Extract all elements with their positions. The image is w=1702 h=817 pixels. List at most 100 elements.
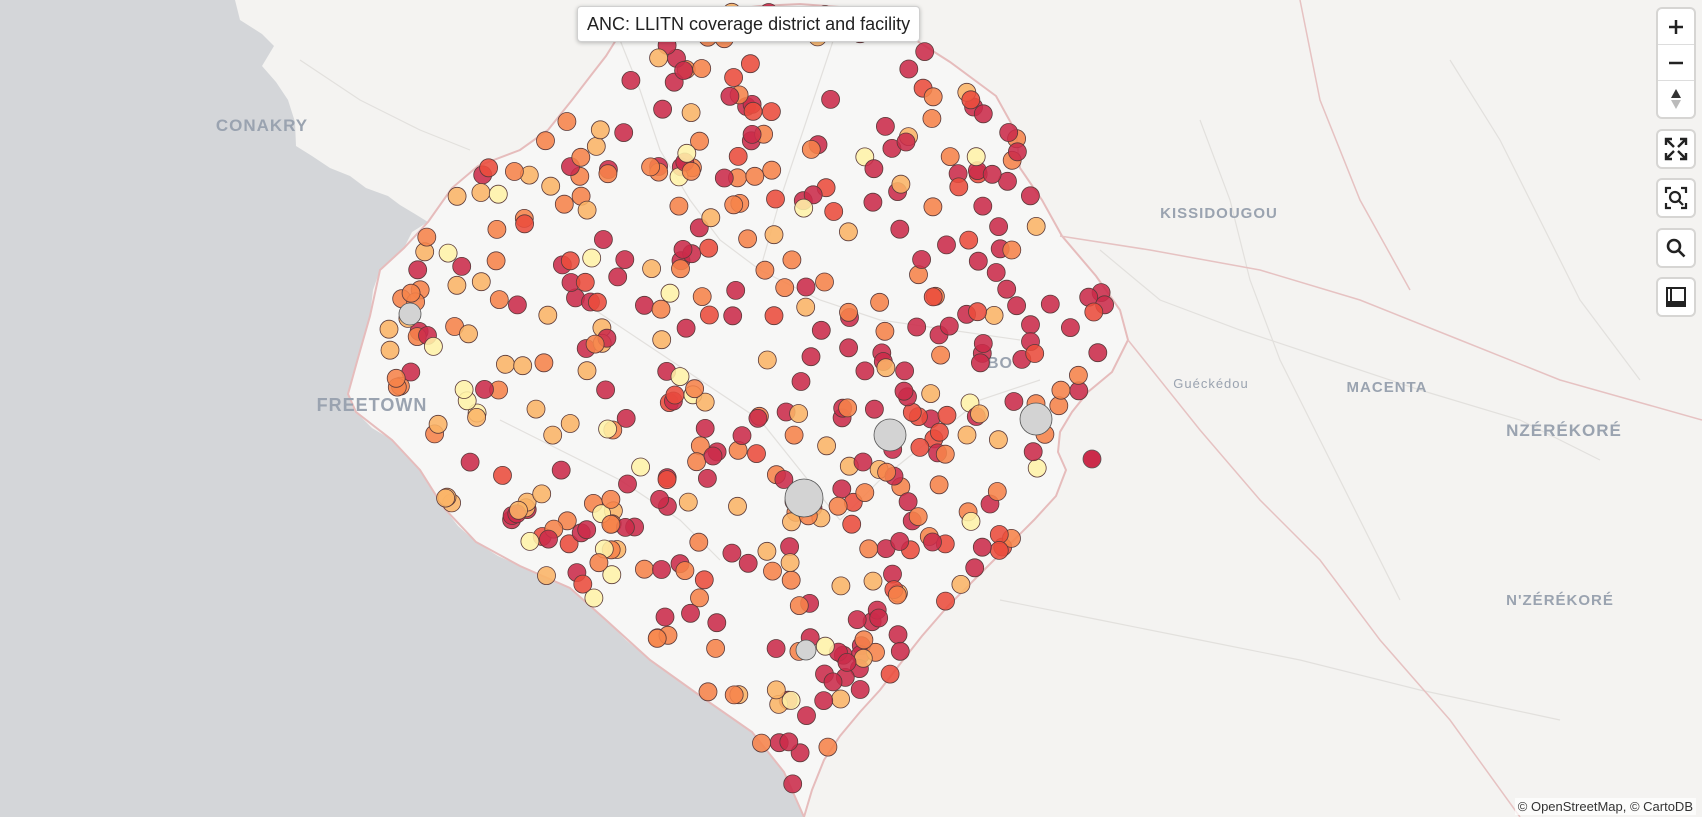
facility-marker[interactable] [783,774,803,794]
facility-marker[interactable] [513,356,533,376]
facility-marker[interactable] [742,124,762,144]
facility-marker[interactable] [698,468,717,488]
facility-marker[interactable] [557,112,577,131]
facility-marker[interactable] [724,195,744,215]
facility-marker[interactable] [541,176,561,196]
facility-marker[interactable] [1027,458,1047,478]
facility-marker[interactable] [998,171,1017,191]
facility-marker[interactable] [1082,449,1102,469]
facility-marker[interactable] [951,575,971,594]
facility-marker[interactable] [972,537,992,557]
facility-marker[interactable] [853,452,873,472]
facility-marker[interactable] [968,302,987,322]
facility-marker[interactable] [690,588,709,608]
facility-marker[interactable] [855,361,875,381]
facility-marker[interactable] [864,159,884,179]
facility-marker[interactable] [921,384,941,404]
facility-marker[interactable] [685,379,704,399]
facility-marker[interactable] [774,470,794,489]
facility-marker[interactable] [755,260,775,280]
facility-marker[interactable] [379,319,399,339]
facility-marker[interactable] [608,267,628,287]
facility-marker[interactable] [447,186,467,206]
facility-marker[interactable] [1061,318,1080,338]
facility-marker[interactable] [801,347,821,367]
facility-marker[interactable] [651,299,671,319]
facility-marker[interactable] [438,243,458,263]
facility-marker[interactable] [509,500,528,520]
facility-marker[interactable] [987,482,1007,501]
facility-marker[interactable] [475,379,494,399]
facility-marker[interactable] [888,625,908,645]
facility-marker[interactable] [997,279,1017,299]
facility-marker[interactable] [676,318,696,338]
facility-marker[interactable] [577,200,597,220]
facility-marker[interactable] [875,321,895,341]
facility-marker[interactable] [590,120,610,140]
facility-marker[interactable] [560,414,580,433]
facility-marker[interactable] [931,345,950,365]
facility-marker[interactable] [971,353,990,373]
facility-marker[interactable] [957,425,977,445]
facility-marker[interactable] [930,422,949,442]
facility-marker[interactable] [1007,296,1026,316]
facility-marker[interactable] [801,139,821,159]
facility-marker[interactable] [447,275,467,295]
facility-marker[interactable] [766,639,786,658]
facility-marker[interactable] [821,90,840,109]
facility-marker[interactable] [989,541,1009,560]
facility-marker[interactable] [602,565,622,585]
facility-marker[interactable] [1023,442,1043,462]
facility-marker[interactable] [743,101,763,121]
district-marker-no-data[interactable] [398,302,422,326]
facility-marker[interactable] [865,399,884,419]
facility-marker[interactable] [859,539,879,559]
facility-marker[interactable] [585,334,605,354]
facility-marker[interactable] [380,340,400,360]
facility-marker[interactable] [986,263,1006,282]
facility-marker[interactable] [831,576,851,596]
facility-marker[interactable] [1008,142,1027,162]
facility-marker[interactable] [723,306,743,326]
facility-marker[interactable] [706,639,725,658]
facility-marker[interactable] [724,68,743,87]
facility-marker[interactable] [966,147,986,167]
facility-marker[interactable] [863,192,883,212]
facility-marker[interactable] [582,248,602,268]
facility-marker[interactable] [961,512,981,531]
facility-marker[interactable] [649,48,668,68]
facility-marker[interactable] [459,324,478,344]
facility-marker[interactable] [817,436,836,456]
facility-marker[interactable] [869,608,889,628]
facility-marker[interactable] [890,641,910,661]
facility-marker[interactable] [489,290,509,310]
facility-marker[interactable] [763,561,782,581]
zoom-out-button[interactable] [1658,45,1694,81]
facility-marker[interactable] [508,295,527,315]
facility-marker[interactable] [577,520,597,540]
facility-marker[interactable] [796,297,816,317]
facility-marker[interactable] [596,380,615,400]
facility-marker[interactable] [681,161,701,181]
facility-marker[interactable] [838,398,857,418]
facility-marker[interactable] [560,251,580,271]
facility-marker[interactable] [1021,315,1040,335]
facility-marker[interactable] [436,488,456,508]
facility-marker[interactable] [551,460,571,480]
facility-marker[interactable] [747,444,766,464]
facility-marker[interactable] [532,484,552,504]
facility-marker[interactable] [876,117,895,136]
facility-marker[interactable] [929,475,949,495]
facility-marker[interactable] [779,732,799,752]
facility-marker[interactable] [423,336,443,356]
facility-marker[interactable] [854,630,874,650]
facility-marker[interactable] [899,59,919,79]
facility-marker[interactable] [923,197,943,217]
facility-marker[interactable] [660,283,680,303]
facility-marker[interactable] [652,330,672,350]
facility-marker[interactable] [616,408,636,428]
facility-marker[interactable] [653,99,672,119]
facility-marker[interactable] [452,256,472,276]
facility-marker[interactable] [937,235,956,255]
